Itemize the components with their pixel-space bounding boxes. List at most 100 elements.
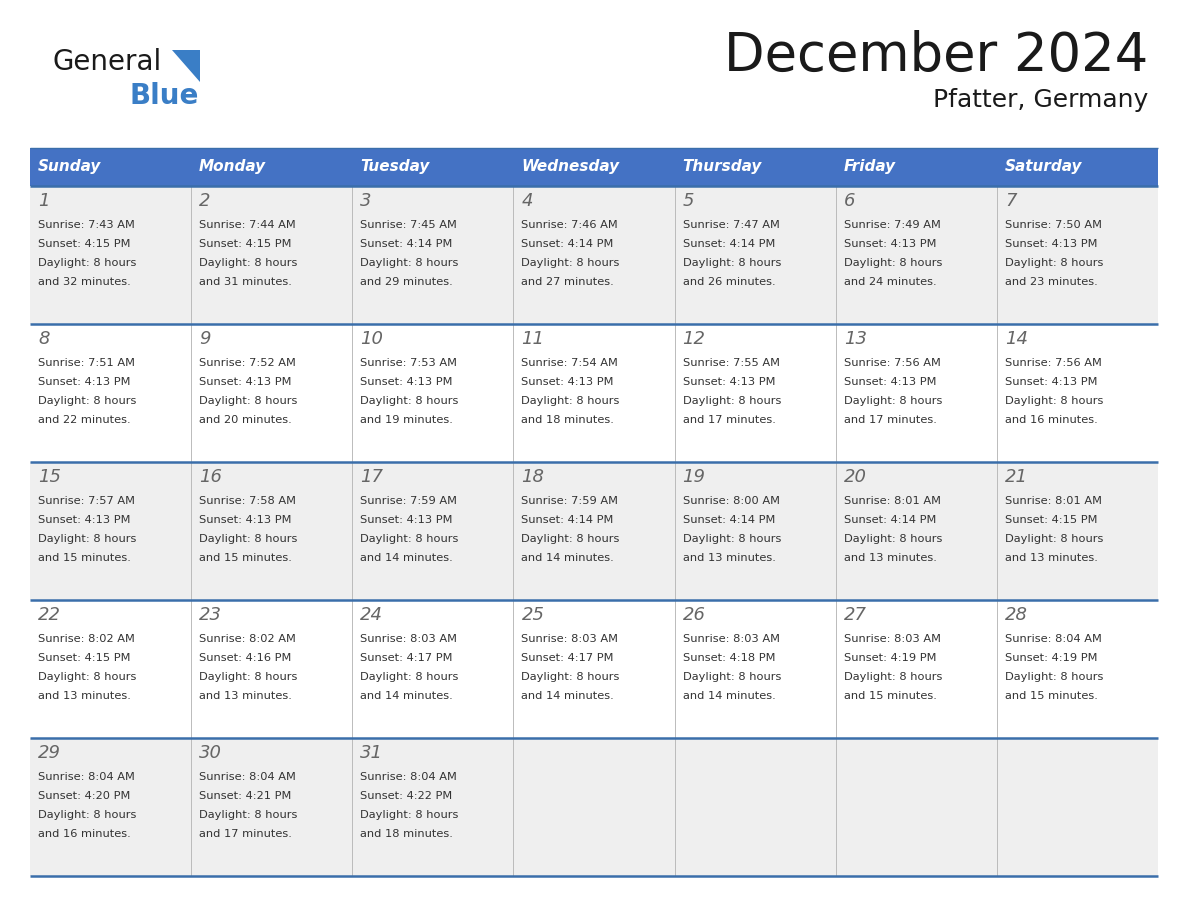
Text: Sunrise: 8:03 AM: Sunrise: 8:03 AM — [843, 634, 941, 644]
Text: Sunrise: 7:57 AM: Sunrise: 7:57 AM — [38, 496, 135, 506]
Text: Thursday: Thursday — [683, 160, 762, 174]
Text: and 27 minutes.: and 27 minutes. — [522, 277, 614, 287]
Text: and 16 minutes.: and 16 minutes. — [38, 829, 131, 839]
Text: Sunset: 4:18 PM: Sunset: 4:18 PM — [683, 653, 775, 663]
Text: 20: 20 — [843, 468, 867, 486]
Text: Sunset: 4:13 PM: Sunset: 4:13 PM — [683, 377, 775, 387]
Text: Daylight: 8 hours: Daylight: 8 hours — [683, 396, 781, 406]
Text: Sunset: 4:14 PM: Sunset: 4:14 PM — [360, 239, 453, 249]
Text: Sunrise: 7:56 AM: Sunrise: 7:56 AM — [1005, 358, 1101, 368]
Text: 29: 29 — [38, 744, 61, 762]
Text: Sunset: 4:17 PM: Sunset: 4:17 PM — [522, 653, 614, 663]
Bar — [30, 324, 1158, 462]
Text: Daylight: 8 hours: Daylight: 8 hours — [522, 534, 620, 544]
Text: Daylight: 8 hours: Daylight: 8 hours — [1005, 396, 1104, 406]
Text: Friday: Friday — [843, 160, 896, 174]
Text: Sunset: 4:13 PM: Sunset: 4:13 PM — [38, 377, 131, 387]
Text: and 15 minutes.: and 15 minutes. — [843, 691, 936, 701]
Text: 31: 31 — [360, 744, 384, 762]
Text: Sunrise: 7:44 AM: Sunrise: 7:44 AM — [200, 220, 296, 230]
Text: Sunrise: 7:55 AM: Sunrise: 7:55 AM — [683, 358, 779, 368]
Text: 24: 24 — [360, 606, 384, 624]
Bar — [30, 462, 1158, 600]
Text: Daylight: 8 hours: Daylight: 8 hours — [683, 534, 781, 544]
Text: Sunrise: 7:53 AM: Sunrise: 7:53 AM — [360, 358, 457, 368]
Text: 22: 22 — [38, 606, 61, 624]
Text: Sunrise: 7:45 AM: Sunrise: 7:45 AM — [360, 220, 457, 230]
Text: 18: 18 — [522, 468, 544, 486]
Text: Sunrise: 8:03 AM: Sunrise: 8:03 AM — [683, 634, 779, 644]
Text: and 13 minutes.: and 13 minutes. — [1005, 553, 1098, 563]
Text: Sunday: Sunday — [38, 160, 101, 174]
Text: and 23 minutes.: and 23 minutes. — [1005, 277, 1098, 287]
Text: Daylight: 8 hours: Daylight: 8 hours — [843, 396, 942, 406]
Text: and 15 minutes.: and 15 minutes. — [38, 553, 131, 563]
Text: and 14 minutes.: and 14 minutes. — [360, 553, 453, 563]
Text: Daylight: 8 hours: Daylight: 8 hours — [200, 672, 297, 682]
Text: Sunrise: 7:47 AM: Sunrise: 7:47 AM — [683, 220, 779, 230]
Text: Sunset: 4:13 PM: Sunset: 4:13 PM — [522, 377, 614, 387]
Text: and 18 minutes.: and 18 minutes. — [522, 415, 614, 425]
Text: and 13 minutes.: and 13 minutes. — [683, 553, 776, 563]
Text: Daylight: 8 hours: Daylight: 8 hours — [522, 396, 620, 406]
Text: Sunrise: 8:03 AM: Sunrise: 8:03 AM — [360, 634, 457, 644]
Text: 21: 21 — [1005, 468, 1028, 486]
Text: Sunrise: 8:01 AM: Sunrise: 8:01 AM — [843, 496, 941, 506]
Text: Daylight: 8 hours: Daylight: 8 hours — [522, 672, 620, 682]
Text: Sunrise: 8:03 AM: Sunrise: 8:03 AM — [522, 634, 619, 644]
Text: and 19 minutes.: and 19 minutes. — [360, 415, 453, 425]
Text: and 13 minutes.: and 13 minutes. — [200, 691, 292, 701]
Text: Sunset: 4:14 PM: Sunset: 4:14 PM — [522, 239, 614, 249]
Text: Sunset: 4:13 PM: Sunset: 4:13 PM — [38, 515, 131, 525]
Text: and 14 minutes.: and 14 minutes. — [360, 691, 453, 701]
Text: Daylight: 8 hours: Daylight: 8 hours — [360, 258, 459, 268]
Text: 13: 13 — [843, 330, 867, 348]
Text: Pfatter, Germany: Pfatter, Germany — [933, 88, 1148, 112]
Text: 1: 1 — [38, 192, 50, 210]
Text: Sunset: 4:13 PM: Sunset: 4:13 PM — [1005, 239, 1098, 249]
Text: 23: 23 — [200, 606, 222, 624]
Text: Daylight: 8 hours: Daylight: 8 hours — [843, 258, 942, 268]
Text: Sunrise: 7:50 AM: Sunrise: 7:50 AM — [1005, 220, 1101, 230]
Text: Monday: Monday — [200, 160, 266, 174]
Text: Sunset: 4:13 PM: Sunset: 4:13 PM — [843, 239, 936, 249]
Text: and 18 minutes.: and 18 minutes. — [360, 829, 453, 839]
Text: Daylight: 8 hours: Daylight: 8 hours — [683, 672, 781, 682]
Text: Sunset: 4:17 PM: Sunset: 4:17 PM — [360, 653, 453, 663]
Text: and 26 minutes.: and 26 minutes. — [683, 277, 776, 287]
Text: Sunrise: 7:46 AM: Sunrise: 7:46 AM — [522, 220, 618, 230]
Text: Daylight: 8 hours: Daylight: 8 hours — [1005, 672, 1104, 682]
Text: Wednesday: Wednesday — [522, 160, 620, 174]
Text: 5: 5 — [683, 192, 694, 210]
Text: and 16 minutes.: and 16 minutes. — [1005, 415, 1098, 425]
Bar — [30, 600, 1158, 738]
Text: and 13 minutes.: and 13 minutes. — [843, 553, 936, 563]
Text: Daylight: 8 hours: Daylight: 8 hours — [843, 534, 942, 544]
Text: Sunset: 4:22 PM: Sunset: 4:22 PM — [360, 791, 453, 801]
Text: Daylight: 8 hours: Daylight: 8 hours — [38, 534, 137, 544]
Text: Daylight: 8 hours: Daylight: 8 hours — [843, 672, 942, 682]
Text: and 29 minutes.: and 29 minutes. — [360, 277, 453, 287]
Bar — [30, 186, 1158, 324]
Text: Sunrise: 8:04 AM: Sunrise: 8:04 AM — [38, 772, 135, 782]
Text: 30: 30 — [200, 744, 222, 762]
Text: and 22 minutes.: and 22 minutes. — [38, 415, 131, 425]
Text: 7: 7 — [1005, 192, 1017, 210]
Text: and 20 minutes.: and 20 minutes. — [200, 415, 292, 425]
Text: Daylight: 8 hours: Daylight: 8 hours — [683, 258, 781, 268]
Text: and 17 minutes.: and 17 minutes. — [200, 829, 292, 839]
Text: 14: 14 — [1005, 330, 1028, 348]
Text: and 15 minutes.: and 15 minutes. — [1005, 691, 1098, 701]
Text: Sunrise: 8:02 AM: Sunrise: 8:02 AM — [200, 634, 296, 644]
Text: Sunset: 4:15 PM: Sunset: 4:15 PM — [38, 653, 131, 663]
Text: Daylight: 8 hours: Daylight: 8 hours — [360, 810, 459, 820]
Text: 2: 2 — [200, 192, 210, 210]
Text: Sunrise: 7:43 AM: Sunrise: 7:43 AM — [38, 220, 135, 230]
Text: and 17 minutes.: and 17 minutes. — [683, 415, 776, 425]
Text: and 14 minutes.: and 14 minutes. — [522, 691, 614, 701]
Text: Daylight: 8 hours: Daylight: 8 hours — [360, 534, 459, 544]
Text: and 15 minutes.: and 15 minutes. — [200, 553, 292, 563]
Text: Daylight: 8 hours: Daylight: 8 hours — [360, 396, 459, 406]
Text: 15: 15 — [38, 468, 61, 486]
Text: Sunrise: 7:49 AM: Sunrise: 7:49 AM — [843, 220, 941, 230]
